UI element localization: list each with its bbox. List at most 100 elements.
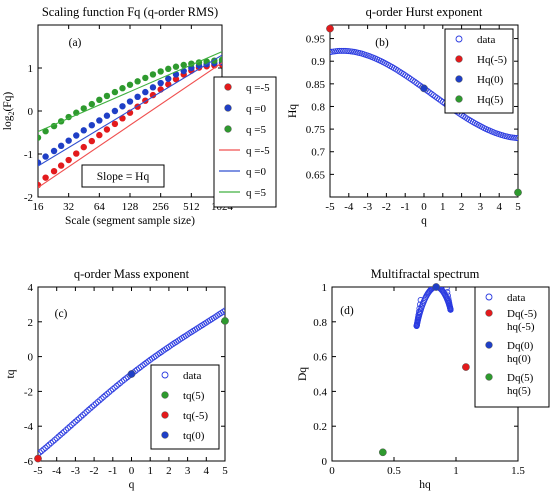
data-point-open	[135, 365, 142, 372]
data-point-open	[44, 443, 51, 450]
data-point-open	[100, 394, 107, 401]
legend-label: hq(5)	[507, 385, 531, 397]
data-point-open	[513, 134, 518, 141]
highlight-point	[378, 448, 387, 457]
y-tick-label: 0.2	[313, 421, 327, 433]
x-tick-label: 0.5	[387, 465, 401, 477]
x-tick-label: -4	[344, 201, 354, 213]
x-tick-label: 512	[183, 201, 200, 213]
data-point	[103, 112, 111, 119]
data-point	[80, 127, 87, 134]
data-point-open	[122, 375, 129, 382]
data-point	[165, 65, 172, 73]
data-point	[111, 120, 119, 128]
x-tick-label: 1	[453, 465, 459, 477]
y-tick-label: 1	[28, 63, 34, 75]
panel-scaling-function: Scaling function Fq (q-order RMS) 16 32 64 1…	[2, 5, 277, 227]
plot-area	[38, 51, 222, 189]
legend-label: data	[507, 292, 525, 304]
legend-swatch	[161, 431, 169, 439]
x-tick-label: 5	[222, 465, 228, 477]
legend-label: tq(0)	[183, 430, 205, 442]
data-point-open	[117, 379, 124, 386]
legend-swatch	[455, 55, 463, 63]
data-point-open	[38, 449, 43, 456]
data-point-open	[417, 297, 424, 304]
data-point-open	[415, 311, 422, 318]
y-tick-label: 0	[28, 352, 34, 364]
data-point-open	[74, 416, 81, 423]
data-point	[172, 75, 180, 83]
x-axis-label: q	[129, 479, 135, 491]
legend-box	[213, 76, 277, 208]
fit-line-line_green	[38, 51, 222, 133]
x-tick-label: 1.5	[511, 465, 525, 477]
chart-title: Scaling function Fq (q-order RMS)	[42, 5, 218, 19]
legend-label: q =0	[246, 103, 266, 115]
legend-label: data	[477, 34, 495, 46]
x-tick-label: 128	[122, 201, 139, 213]
x-tick-label: 0	[329, 465, 335, 477]
y-tick-label: 0.7	[311, 147, 325, 159]
data-point-open	[85, 407, 92, 414]
fit-line-line_blue	[38, 54, 222, 167]
y-tick-label: -4	[24, 421, 34, 433]
data-point	[88, 137, 96, 145]
chart-title: q-order Hurst exponent	[366, 5, 483, 19]
data-point-open	[63, 426, 70, 433]
x-tick-label: 1	[147, 465, 153, 477]
data-point-open	[42, 444, 49, 451]
data-point-open	[51, 436, 58, 443]
x-tick-label: 4	[204, 465, 210, 477]
y-tick-label: 0.8	[313, 317, 327, 329]
legend-swatch	[224, 125, 232, 133]
data-point	[126, 98, 134, 105]
panel-label: (d)	[340, 305, 354, 317]
y-tick-label: 0.75	[306, 124, 326, 136]
y-tick-label: 1	[322, 282, 328, 294]
data-point-open	[70, 420, 77, 427]
data-point-open	[444, 287, 448, 288]
data-point	[134, 93, 141, 101]
y-tick-label: -6	[24, 456, 34, 468]
data-point-open	[79, 411, 86, 418]
data-point	[96, 96, 103, 104]
data-point	[103, 92, 111, 100]
x-tick-label: 5	[515, 201, 521, 213]
legend-label: tq(5)	[183, 390, 205, 402]
data-point	[111, 88, 119, 96]
x-tick-label: -5	[325, 201, 335, 213]
data-point-open	[72, 418, 79, 425]
data-point	[96, 117, 103, 124]
legend-label: data	[183, 370, 201, 382]
y-axis-label: tq	[5, 369, 17, 378]
y-tick-label: 0.6	[313, 352, 327, 364]
data-point-open	[134, 366, 141, 373]
data-point-open	[107, 387, 114, 394]
legend-swatch	[485, 341, 493, 349]
data-point-open	[59, 430, 66, 437]
data-point-open	[98, 395, 105, 402]
panel-label: (b)	[375, 37, 389, 49]
x-tick-label: -2	[90, 465, 99, 477]
highlight-point	[127, 370, 136, 378]
data-point-open	[139, 362, 146, 369]
data-point	[38, 134, 42, 141]
highlight-point	[221, 317, 229, 325]
y-tick-label: 0.65	[306, 169, 326, 181]
data-point-open	[64, 425, 71, 432]
data-point-open	[53, 435, 60, 442]
legend-swatch	[485, 309, 493, 317]
x-tick-label: -5	[33, 465, 43, 477]
x-tick-label: 1	[440, 201, 446, 213]
legend-swatch	[161, 371, 169, 379]
y-tick-label: 0.95	[306, 34, 326, 46]
y-tick-label: 0.8	[311, 101, 325, 113]
legend-swatch	[161, 391, 169, 399]
data-point	[172, 63, 180, 70]
x-tick-label: 3	[478, 201, 484, 213]
legend-label: Dq(5)	[507, 372, 534, 384]
data-point-open	[49, 438, 56, 445]
y-axis-label: log2(Fq)	[2, 92, 16, 131]
